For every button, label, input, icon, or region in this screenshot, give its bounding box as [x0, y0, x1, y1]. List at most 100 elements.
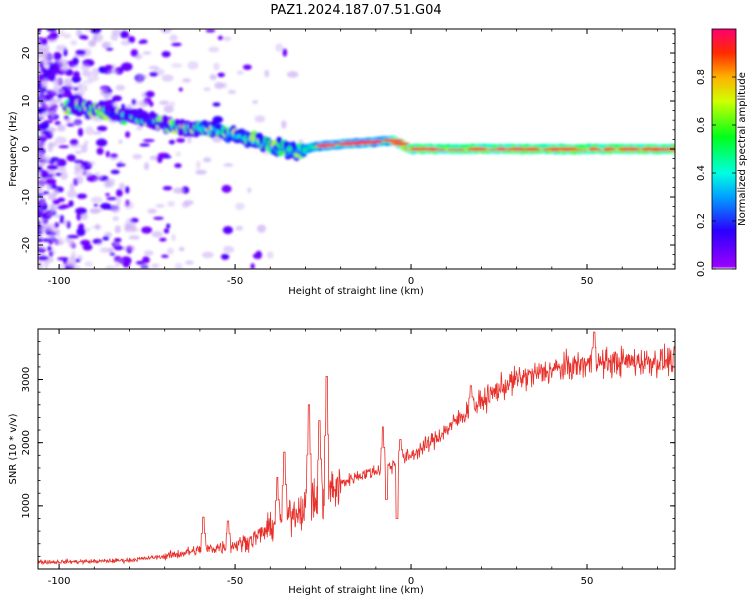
heatmap-noise-cell	[120, 62, 133, 72]
heatmap-noise-cell	[174, 262, 183, 269]
heatmap-noise-cell	[252, 100, 258, 104]
heatmap-noise-cell	[266, 251, 274, 259]
heatmap-noise-cell	[147, 208, 157, 214]
heatmap-noise-cell	[42, 238, 52, 242]
heatmap-noise-cell	[151, 231, 163, 238]
heatmap-noise-cell	[103, 94, 108, 100]
heatmap-noise-cell	[212, 102, 221, 107]
heatmap-noise-cell	[139, 143, 151, 147]
heatmap-noise-cell	[235, 202, 245, 210]
heatmap-noise-cell	[162, 186, 173, 191]
heatmap-noise-cell	[208, 46, 220, 53]
heatmap-noise-cell	[123, 201, 135, 210]
heatmap-noise-cell	[38, 129, 44, 134]
heatmap-noise-cell	[91, 67, 100, 77]
heatmap-noise-cell	[68, 200, 74, 207]
heatmap-noise-cell	[105, 265, 115, 269]
snr-y-ticks: 1000 2000 3000	[21, 328, 675, 570]
heatmap-noise-cell	[57, 124, 66, 132]
heatmap-noise-cell	[82, 35, 89, 40]
heatmap-noise-cell	[53, 188, 59, 196]
heatmap-noise-cell	[50, 110, 56, 119]
heatmap-noise-cell	[105, 150, 110, 158]
heatmap-noise-cell	[60, 171, 68, 180]
heatmap-noise-cell	[38, 182, 42, 191]
heatmap-noise-cell	[43, 44, 50, 53]
heatmap-noise-cell	[187, 135, 192, 144]
heatmap-noise-cell	[227, 89, 237, 95]
heatmap-peak-cell	[382, 138, 404, 143]
heatmap-y-tick-label: 20	[21, 47, 32, 60]
heatmap-noise-cell	[142, 256, 150, 264]
heatmap-noise-cell	[176, 138, 186, 143]
heatmap-noise-cell	[68, 239, 75, 249]
heatmap-noise-cell	[178, 87, 183, 92]
heatmap-noise-cell	[220, 253, 230, 260]
heatmap-noise-cell	[157, 152, 170, 157]
heatmap-peak-cell	[391, 142, 410, 146]
snr-x-tick-label: 0	[408, 576, 414, 587]
heatmap-noise-cell	[171, 233, 176, 242]
heatmap-noise-cell	[75, 175, 84, 185]
heatmap-noise-cell	[90, 196, 103, 204]
heatmap-noise-cell	[55, 172, 62, 177]
heatmap-peak-cell	[324, 143, 337, 147]
heatmap-noise-cell	[113, 258, 125, 264]
heatmap-noise-cell	[103, 179, 112, 188]
heatmap-noise-cell	[104, 64, 114, 70]
heatmap-peak-cell	[495, 147, 508, 151]
heatmap-noise-cell	[40, 197, 45, 206]
heatmap-noise-cell	[43, 77, 49, 86]
heatmap-noise-cell	[184, 260, 194, 265]
heatmap-noise-cell	[92, 34, 98, 41]
heatmap-noise-cell	[65, 260, 77, 268]
heatmap-noise-cell	[96, 125, 108, 132]
heatmap-noise-cell	[119, 182, 125, 190]
heatmap-noise-cell	[112, 216, 120, 222]
colorbar-gradient	[711, 28, 737, 270]
heatmap-noise-cell	[286, 71, 299, 78]
heatmap-y-tick-label: 10	[21, 95, 32, 108]
heatmap-noise-cell	[155, 204, 165, 208]
heatmap-noise-cell	[252, 253, 261, 259]
heatmap-noise-cell	[222, 226, 233, 235]
heatmap-peak-cell	[625, 147, 641, 151]
heatmap-noise-cell	[38, 73, 44, 82]
heatmap-noise-cell	[38, 255, 49, 261]
snr-x-tick-label: -100	[48, 576, 71, 587]
heatmap-noise-cell	[46, 34, 57, 41]
heatmap-noise-cell	[46, 164, 59, 171]
heatmap-noise-cell	[74, 164, 84, 172]
heatmap-noise-cell	[57, 59, 69, 67]
heatmap-noise-cell	[57, 197, 66, 202]
colorbar-tick-label: 0.2	[696, 213, 707, 229]
heatmap-noise-cell	[138, 100, 149, 108]
heatmap-noise-cell	[128, 36, 136, 44]
heatmap-noise-cell	[76, 212, 82, 221]
colorbar-tick-label: 0.0	[696, 261, 707, 277]
heatmap-y-tick-label: -20	[21, 237, 32, 253]
heatmap-noise-cell	[54, 120, 61, 126]
heatmap-noise-cell	[167, 200, 176, 207]
heatmap-peak-cell	[410, 147, 422, 151]
heatmap-peak-cell	[646, 147, 666, 151]
heatmap-noise-cell	[107, 70, 120, 74]
heatmap-y-tick-label: -10	[21, 189, 32, 205]
heatmap-noise-cell	[163, 105, 174, 113]
heatmap-noise-cell	[264, 69, 270, 78]
heatmap-noise-cell	[175, 151, 182, 157]
heatmap-noise-cell	[173, 187, 185, 194]
heatmap-noise-cell	[130, 49, 139, 57]
colorbar-label: Normalized spectral amplitude	[737, 72, 748, 226]
heatmap-noise-cell	[90, 29, 102, 34]
heatmap-noise-cell	[38, 29, 42, 34]
heatmap-noise-cell	[161, 254, 169, 258]
heatmap-noise-cell	[48, 240, 53, 245]
heatmap-noise-cell	[236, 70, 244, 75]
heatmap-noise-cell	[54, 240, 65, 246]
heatmap-noise-cell	[38, 37, 43, 41]
heatmap-noise-cell	[116, 188, 123, 198]
heatmap-noise-cell	[82, 70, 92, 77]
heatmap-noise-cell	[195, 169, 207, 175]
heatmap-noise-cell	[282, 48, 288, 57]
